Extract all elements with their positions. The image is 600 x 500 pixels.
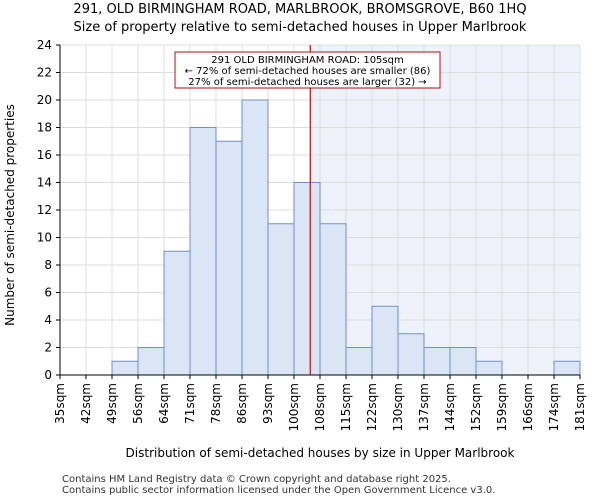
bar: [111, 360, 139, 376]
x-tick-label: 42sqm: [79, 383, 93, 424]
x-tick-label: 71sqm: [183, 383, 197, 424]
y-tick-label: 0: [44, 368, 52, 382]
annotation-line-2: ← 72% of semi-detached houses are smalle…: [185, 66, 431, 77]
x-tick-label: 115sqm: [339, 383, 353, 431]
x-tick-label: 64sqm: [157, 383, 171, 424]
x-tick-label: 93sqm: [261, 383, 275, 424]
x-tick-label: 108sqm: [313, 383, 327, 431]
bar: [397, 333, 425, 376]
annotation-box: [174, 51, 441, 89]
bar: [189, 127, 217, 376]
annotation-line-1: 291 OLD BIRMINGHAM ROAD: 105sqm: [211, 55, 403, 66]
y-tick-label: 8: [44, 258, 52, 272]
bars: [111, 99, 581, 376]
x-tick-label: 86sqm: [235, 383, 249, 424]
x-tick-label: 130sqm: [391, 383, 405, 431]
bar: [475, 360, 503, 376]
bar: [371, 305, 399, 376]
y-tick-label: 2: [44, 341, 52, 355]
x-tick-label: 181sqm: [573, 383, 587, 431]
y-tick-label: 4: [44, 313, 52, 327]
bar: [241, 99, 269, 376]
y-tick-label: 12: [37, 203, 52, 217]
y-tick-label: 18: [37, 121, 52, 135]
x-tick-label: 137sqm: [417, 383, 431, 431]
bar: [553, 360, 581, 376]
bar: [423, 347, 451, 376]
bar: [215, 140, 243, 376]
footer-line-2: Contains public sector information licen…: [62, 485, 496, 496]
x-tick-label: 49sqm: [105, 383, 119, 424]
property-marker: 291 OLD BIRMINGHAM ROAD: 105sqm← 72% of …: [174, 45, 441, 375]
y-axis-title: Number of semi-detached properties: [3, 104, 17, 326]
y-tick-label: 20: [37, 93, 52, 107]
bar: [293, 182, 321, 376]
bar: [137, 347, 165, 376]
y-tick-label: 6: [44, 286, 52, 300]
footer-line-1: Contains HM Land Registry data © Crown c…: [62, 474, 451, 485]
bar: [163, 250, 191, 376]
bar: [267, 223, 295, 376]
bar: [449, 347, 477, 376]
x-tick-label: 159sqm: [495, 383, 509, 431]
y-tick-label: 24: [37, 38, 52, 52]
bar: [345, 347, 373, 376]
annotation-line-3: 27% of semi-detached houses are larger (…: [188, 77, 426, 88]
x-tick-label: 35sqm: [53, 383, 67, 424]
chart-title: 291, OLD BIRMINGHAM ROAD, MARLBROOK, BRO…: [73, 2, 527, 17]
y-tick-label: 14: [37, 176, 52, 190]
x-axis-title: Distribution of semi-detached houses by …: [126, 446, 515, 460]
x-tick-labels: 35sqm 42sqm 49sqm 56sqm 64sqm 71sqm 78sqm 86sqm…: [53, 375, 587, 431]
x-tick-label: 152sqm: [469, 383, 483, 431]
y-tick-label: 22: [37, 66, 52, 80]
x-tick-label: 174sqm: [547, 383, 561, 431]
x-tick-label: 56sqm: [131, 383, 145, 424]
x-tick-label: 100sqm: [287, 383, 301, 431]
bar: [319, 223, 347, 376]
x-tick-label: 166sqm: [521, 383, 535, 431]
y-tick-label: 10: [37, 231, 52, 245]
y-tick-label: 16: [37, 148, 52, 162]
chart-subtitle: Size of property relative to semi-detach…: [73, 20, 527, 35]
x-tick-label: 78sqm: [209, 383, 223, 424]
x-tick-label: 122sqm: [365, 383, 379, 431]
x-tick-label: 144sqm: [443, 383, 457, 431]
